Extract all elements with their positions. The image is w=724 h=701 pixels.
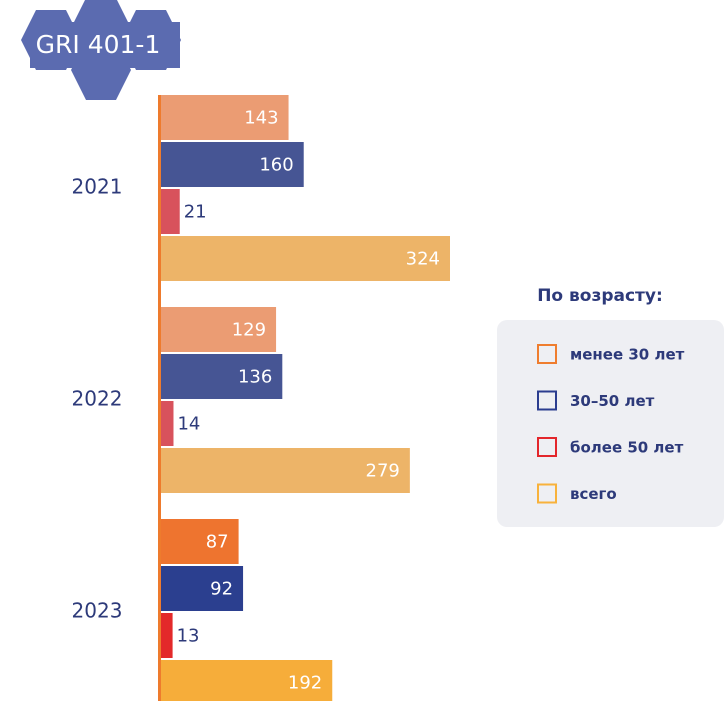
- value-label: 192: [288, 673, 322, 694]
- category-label: 2022: [72, 387, 123, 411]
- value-label: 279: [366, 461, 400, 482]
- value-label: 129: [232, 320, 266, 341]
- value-label: 324: [406, 249, 440, 270]
- value-label: 13: [177, 626, 200, 647]
- legend-label: всего: [570, 485, 617, 503]
- value-label: 160: [259, 155, 293, 176]
- bar: [161, 307, 277, 352]
- value-label: 143: [244, 108, 278, 129]
- category-label: 2023: [72, 599, 123, 623]
- bar: [161, 613, 173, 658]
- legend-title: По возрасту:: [537, 286, 663, 306]
- bar: [161, 142, 304, 187]
- value-label: 21: [184, 202, 207, 223]
- bar: [161, 401, 174, 446]
- legend-label: менее 30 лет: [570, 346, 685, 364]
- bar: [161, 354, 283, 399]
- legend-swatch: [537, 390, 557, 411]
- value-label: 92: [210, 579, 233, 600]
- bar: [161, 236, 450, 281]
- legend-box: [497, 320, 724, 527]
- badge: [21, 0, 181, 100]
- badge-text: GRI 401-1: [36, 30, 161, 59]
- value-label: 14: [177, 414, 200, 435]
- bar: [161, 519, 239, 564]
- legend-label: более 50 лет: [570, 439, 684, 457]
- bar: [161, 448, 410, 493]
- bar: [161, 660, 333, 701]
- category-label: 2021: [72, 175, 123, 199]
- bar: [161, 95, 289, 140]
- legend-label: 30–50 лет: [570, 392, 655, 410]
- legend-swatch: [537, 437, 557, 457]
- value-label: 136: [238, 367, 272, 388]
- legend-swatch: [537, 483, 557, 504]
- legend-swatch: [537, 344, 557, 364]
- bar: [161, 566, 244, 611]
- bar: [161, 189, 180, 234]
- value-label: 87: [206, 532, 229, 553]
